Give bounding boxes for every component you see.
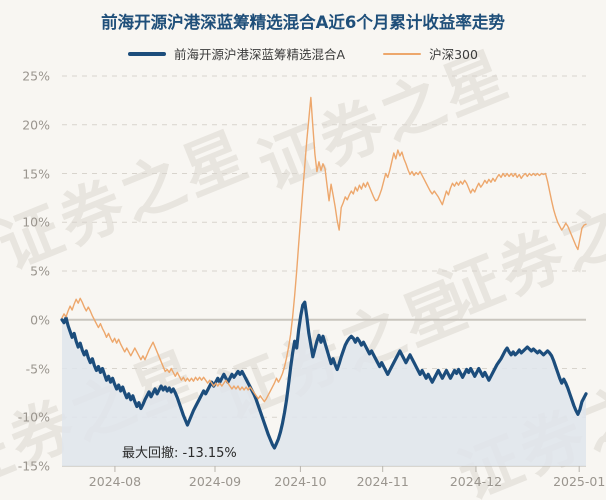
legend-label-index: 沪深300 — [429, 47, 478, 62]
series-line-1 — [61, 96, 587, 403]
y-axis-tick-label: -15% — [17, 458, 50, 474]
series-area-0 — [62, 302, 586, 466]
legend-swatch-fund — [128, 51, 167, 56]
y-axis-tick-label: -10% — [17, 409, 50, 425]
y-axis-tick-label: 5% — [30, 263, 50, 279]
y-axis-tick-label: 15% — [22, 166, 50, 181]
y-axis-tick-label: 0% — [30, 312, 50, 328]
y-axis-tick-label: 20% — [22, 117, 50, 133]
x-axis-tick-label: 2024-12 — [449, 474, 503, 489]
chart-legend: 前海开源沪港深蓝筹精选混合A 沪深300 — [0, 44, 606, 63]
legend-item-index[interactable]: 沪深300 — [383, 44, 478, 63]
y-axis-labels: 25% 20% 15% 10% 5% 0% -5% -10% -15% — [0, 69, 58, 474]
legend-label-fund: 前海开源沪港深蓝筹精选混合A — [174, 47, 346, 62]
y-axis-tick-label: 10% — [22, 214, 50, 230]
x-axis-tick-label: 2024-10 — [274, 474, 327, 489]
y-axis-tick-label: 25% — [22, 68, 50, 84]
max-drawdown-annotation: 最大回撤: -13.15% — [122, 446, 237, 461]
x-axis-tick-label: 2024-11 — [356, 474, 409, 489]
chart-title: 前海开源沪港深蓝筹精选混合A近6个月累计收益率走势 — [101, 13, 505, 32]
legend-item-fund[interactable]: 前海开源沪港深蓝筹精选混合A — [128, 44, 345, 63]
plot-area — [60, 75, 588, 472]
series-line-0 — [60, 300, 588, 450]
y-axis-tick-label: -5% — [25, 361, 50, 376]
x-axis-labels: 2024-08 2024-09 2024-10 2024-11 2024-12 2025-… — [0, 470, 606, 496]
x-axis-tick-label: 2024-08 — [88, 474, 142, 489]
plot-svg — [60, 75, 588, 472]
x-axis-tick-label: 2024-09 — [188, 474, 242, 489]
x-axis-tick-label: 2025-01 — [553, 474, 606, 489]
legend-swatch-index — [383, 52, 422, 55]
